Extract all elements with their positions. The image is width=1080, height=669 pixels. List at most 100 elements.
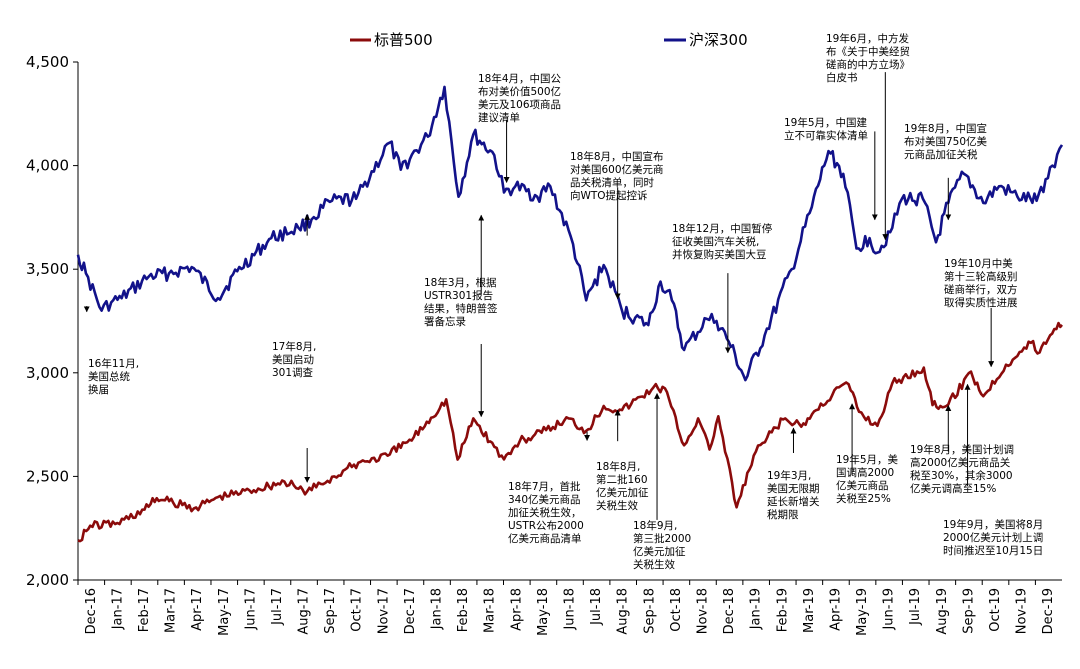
annotation-text: 加征关税生效， — [508, 506, 582, 519]
annotation-text: 301调查 — [272, 366, 314, 379]
annotation-text: 19年9月，美国将8月 — [943, 518, 1043, 531]
y-tick-label: 3,000 — [26, 364, 69, 382]
annotation: 19年8月，美国计划调高2000亿美元商品关税至30%，其余3000亿美元调高至… — [910, 404, 1014, 495]
annotation-text: 亿美元商品清单 — [508, 532, 582, 545]
annotation-text: 19年8月，美国计划调 — [910, 443, 1014, 456]
x-tick-label: Oct-17 — [350, 588, 365, 632]
annotation-text: 关税生效 — [596, 499, 638, 512]
x-tick-label: Jun-18 — [563, 588, 578, 631]
x-tick-label: Sep-17 — [323, 588, 338, 634]
x-tick-label: Mar-17 — [164, 588, 179, 633]
x-tick-label: Oct-19 — [988, 588, 1003, 632]
x-tick-label: Sep-18 — [642, 588, 657, 634]
series-line-sp500 — [77, 321, 1063, 543]
annotation-text: 磋商举行，双方 — [944, 283, 1018, 296]
x-tick-label: Sep-19 — [961, 588, 976, 634]
annotation-text: 取得实质性进展 — [944, 296, 1018, 309]
x-tick-label: May-19 — [855, 588, 870, 636]
annotation-text: 税至30%，其余3000 — [910, 469, 1013, 482]
x-tick-label: Jun-19 — [882, 588, 897, 631]
annotation-text: 18年8月, — [596, 460, 640, 473]
x-tick-label: Jul-19 — [908, 588, 923, 626]
annotation-text: 品关税清单，同时 — [570, 176, 654, 189]
y-tick-label: 4,000 — [26, 157, 69, 175]
x-tick-label: Dec-17 — [403, 588, 418, 634]
y-tick-label: 4,500 — [26, 53, 69, 71]
annotation-text: 向WTO提起控诉 — [570, 189, 648, 202]
annotation-text: USTR公布2000 — [508, 520, 584, 532]
annotation-text: 亿美元加征 — [596, 486, 649, 499]
y-tick-label: 2,000 — [26, 571, 69, 589]
x-tick-label: Aug-18 — [616, 588, 631, 635]
annotation-text: 18年9月, — [633, 519, 677, 532]
x-tick-label: Aug-19 — [935, 588, 950, 635]
annotation-text: 17年8月, — [272, 340, 316, 353]
x-tick-label: Mar-18 — [483, 588, 498, 633]
annotation-text: 19年8月，中国宣 — [904, 122, 987, 135]
annotation-text: 亿美元调高至15% — [910, 482, 996, 495]
x-tick-label: Feb-19 — [775, 588, 790, 632]
x-tick-label: Jul-17 — [270, 588, 285, 626]
x-tick-label: May-17 — [217, 588, 232, 636]
annotation-text: 延长新增关 — [767, 495, 820, 508]
annotation-text: 建议清单 — [478, 111, 520, 124]
legend-label-sp500: 标普500 — [374, 31, 433, 49]
annotation-text: 税期限 — [767, 508, 799, 521]
annotation-text: 磋商的中方立场》 — [826, 58, 910, 71]
x-tick-label: Dec-18 — [722, 588, 737, 634]
x-tick-label: Aug-17 — [297, 588, 312, 635]
annotation-text: 高2000亿美元商品关 — [910, 456, 1011, 469]
annotation-text: 美元及106项商品 — [478, 98, 561, 111]
annotation-text: 美国无限期 — [767, 482, 820, 495]
annotation-text: 元商品加征关税 — [904, 148, 978, 161]
annotation-text: 亿美元加征 — [633, 545, 686, 558]
annotation-text: 第十三轮高级别 — [944, 270, 1018, 283]
annotation-text: 19年3月, — [767, 469, 811, 482]
x-tick-label: Jun-17 — [243, 588, 258, 631]
x-tick-label: Jan-18 — [430, 588, 445, 630]
annotation-text: 19年5月，美 — [836, 453, 899, 466]
annotation-text: 结果，特朗普签 — [424, 302, 498, 315]
annotation-text: 2000亿美元计划上调 — [943, 531, 1043, 544]
series-line-csi300 — [76, 85, 1064, 382]
x-tick-label: Feb-18 — [456, 588, 471, 632]
annotation-text: 美国总统 — [88, 370, 130, 383]
annotation-text: 19年10月中美 — [944, 257, 1013, 270]
annotation-text: 布《关于中美经贸 — [826, 45, 910, 58]
annotation-text: 19年6月，中方发 — [826, 32, 910, 45]
y-axis: 2,000 2,500 3,000 3,500 4,000 4,500 — [26, 53, 79, 589]
annotation-text: 关税至25% — [836, 492, 891, 505]
annotation-text: 关税生效 — [633, 558, 675, 571]
annotation-text: 布对美价值500亿 — [478, 85, 561, 98]
x-tick-label: Apr-17 — [190, 588, 205, 631]
annotation-text: 对美国600亿美元商 — [570, 163, 664, 176]
annotation-text: 白皮书 — [826, 71, 858, 84]
y-tick-label: 2,500 — [26, 467, 69, 485]
annotation-text: 第二批160 — [596, 473, 648, 486]
annotation-text: 18年8月，中国宣布 — [570, 150, 664, 163]
annotation-text: 国调高2000 — [836, 466, 894, 479]
annotation-text: 340亿美元商品 — [508, 493, 581, 506]
x-tick-label: Nov-17 — [376, 588, 391, 634]
x-axis: Dec-16 Jan-17 Feb-17 Mar-17 Apr-17 May-17 Jun-… — [77, 579, 1062, 636]
x-tick-label: Nov-18 — [695, 588, 710, 634]
legend-label-csi300: 沪深300 — [689, 31, 748, 49]
annotation-text: 美国启动 — [272, 353, 314, 366]
annotation-text: 征收美国汽车关税, — [672, 235, 759, 248]
